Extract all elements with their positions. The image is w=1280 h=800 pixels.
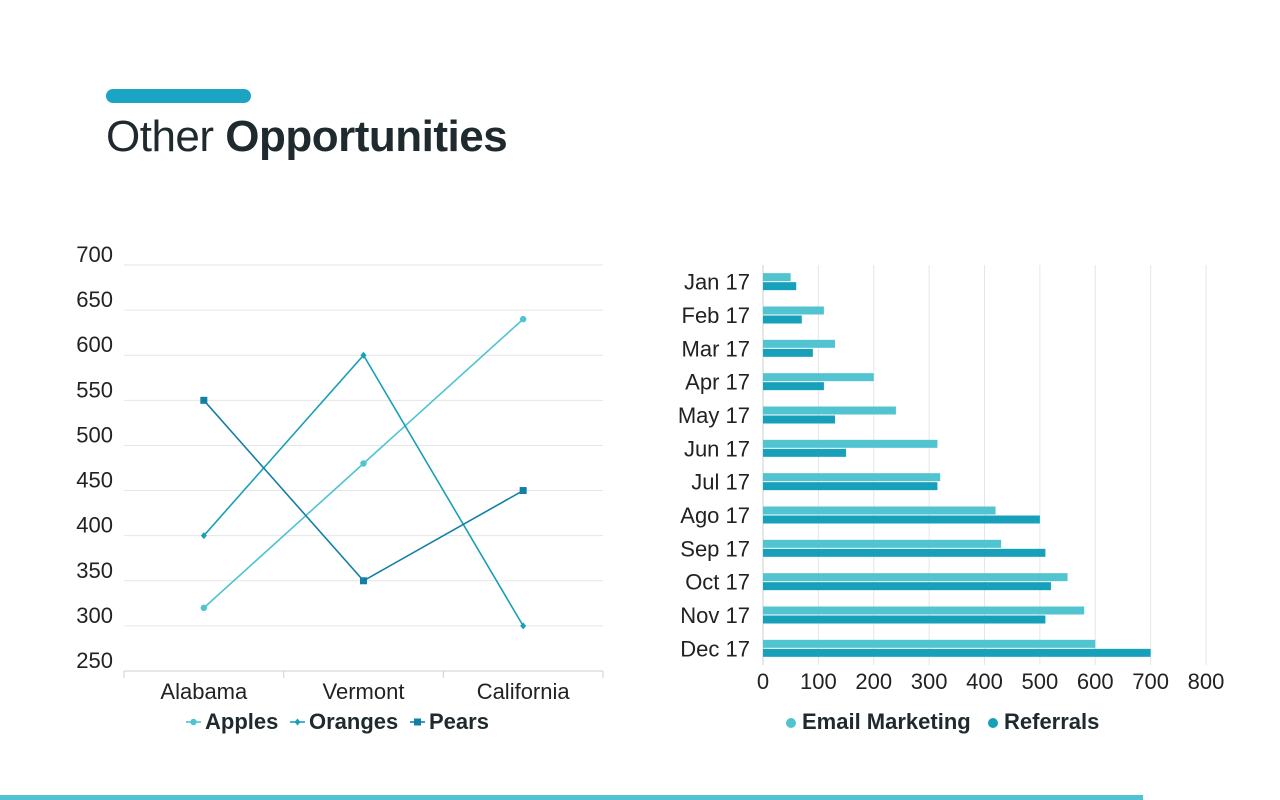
title-bold-part: Opportunities xyxy=(225,112,508,161)
bar-email-marketing xyxy=(763,273,791,282)
bar-referrals xyxy=(763,382,824,391)
x-tick-label: Vermont xyxy=(323,679,405,704)
y-tick-label: Nov 17 xyxy=(680,603,750,628)
y-tick-label: 450 xyxy=(76,468,113,493)
y-tick-label: Jan 17 xyxy=(684,270,750,295)
legend-marker xyxy=(786,718,796,728)
data-point-pears xyxy=(360,577,367,585)
x-tick-label: 200 xyxy=(855,669,892,694)
legend-label: Email Marketing xyxy=(802,709,971,734)
data-point-oranges xyxy=(200,532,207,540)
y-tick-label: Oct 17 xyxy=(685,570,750,595)
y-tick-label: Mar 17 xyxy=(682,336,750,361)
title-accent-bar xyxy=(106,89,251,103)
legend-label: Apples xyxy=(205,709,278,734)
y-tick-label: May 17 xyxy=(678,403,750,428)
y-tick-label: Feb 17 xyxy=(682,303,751,328)
data-point-apples xyxy=(200,604,208,612)
bar-referrals xyxy=(763,448,847,457)
data-point-oranges xyxy=(360,351,367,359)
bar-email-marketing xyxy=(763,306,824,315)
bar-referrals xyxy=(763,615,1046,624)
bar-referrals xyxy=(763,515,1040,524)
x-tick-label: 0 xyxy=(757,669,769,694)
bar-referrals xyxy=(763,315,802,324)
y-tick-label: 700 xyxy=(76,242,113,267)
y-tick-label: 650 xyxy=(76,287,113,312)
bar-email-marketing xyxy=(763,339,835,348)
legend-label: Referrals xyxy=(1004,709,1099,734)
bar-referrals xyxy=(763,482,938,491)
y-tick-label: Apr 17 xyxy=(685,370,750,395)
bar-referrals xyxy=(763,348,813,357)
legend-label: Oranges xyxy=(309,709,398,734)
y-tick-label: Sep 17 xyxy=(680,536,750,561)
page-title: Other Opportunities xyxy=(106,112,508,162)
y-tick-label: Jun 17 xyxy=(684,436,750,461)
bar-email-marketing xyxy=(763,573,1068,582)
bar-email-marketing xyxy=(763,439,938,448)
y-tick-label: 250 xyxy=(76,648,113,673)
x-tick-label: California xyxy=(477,679,571,704)
y-tick-label: Jul 17 xyxy=(691,470,750,495)
legend-marker xyxy=(294,718,301,726)
bar-email-marketing xyxy=(763,506,996,515)
bar-email-marketing xyxy=(763,539,1002,548)
bar-email-marketing xyxy=(763,639,1096,648)
bar-email-marketing xyxy=(763,373,874,382)
bar-email-marketing xyxy=(763,406,896,415)
bar-referrals xyxy=(763,648,1151,657)
x-tick-label: 100 xyxy=(800,669,837,694)
y-tick-label: 400 xyxy=(76,513,113,538)
bar-email-marketing xyxy=(763,606,1085,615)
data-point-apples xyxy=(519,315,527,323)
data-point-pears xyxy=(200,396,208,404)
title-light-part: Other xyxy=(106,112,214,161)
bottom-accent-rule xyxy=(0,795,1143,800)
bar-referrals xyxy=(763,548,1046,557)
data-point-oranges xyxy=(520,622,527,630)
x-tick-label: 300 xyxy=(911,669,948,694)
x-tick-label: 700 xyxy=(1132,669,1169,694)
bar-email-marketing xyxy=(763,473,941,482)
bar-referrals xyxy=(763,582,1051,591)
x-tick-label: 800 xyxy=(1188,669,1225,694)
data-point-pears xyxy=(519,487,527,495)
x-tick-label: Alabama xyxy=(160,679,248,704)
legend-marker xyxy=(414,718,421,726)
y-tick-label: Dec 17 xyxy=(680,636,750,661)
y-tick-label: Ago 17 xyxy=(680,503,750,528)
data-point-apples xyxy=(360,460,367,467)
y-tick-label: 500 xyxy=(76,422,113,447)
bar-referrals xyxy=(763,282,797,291)
legend-marker xyxy=(988,718,998,728)
x-tick-label: 400 xyxy=(966,669,1003,694)
x-tick-label: 500 xyxy=(1022,669,1059,694)
x-tick-label: 600 xyxy=(1077,669,1114,694)
y-tick-label: 550 xyxy=(76,377,113,402)
bar-referrals xyxy=(763,415,835,424)
legend-marker xyxy=(190,718,197,726)
y-tick-label: 600 xyxy=(76,332,113,357)
line-chart: 700 650 600 550 500 450 400 350 300 250 Alabama Ver… xyxy=(76,242,604,734)
y-tick-label: 300 xyxy=(76,603,113,628)
y-tick-label: 350 xyxy=(76,558,113,583)
legend-label: Pears xyxy=(429,709,489,734)
